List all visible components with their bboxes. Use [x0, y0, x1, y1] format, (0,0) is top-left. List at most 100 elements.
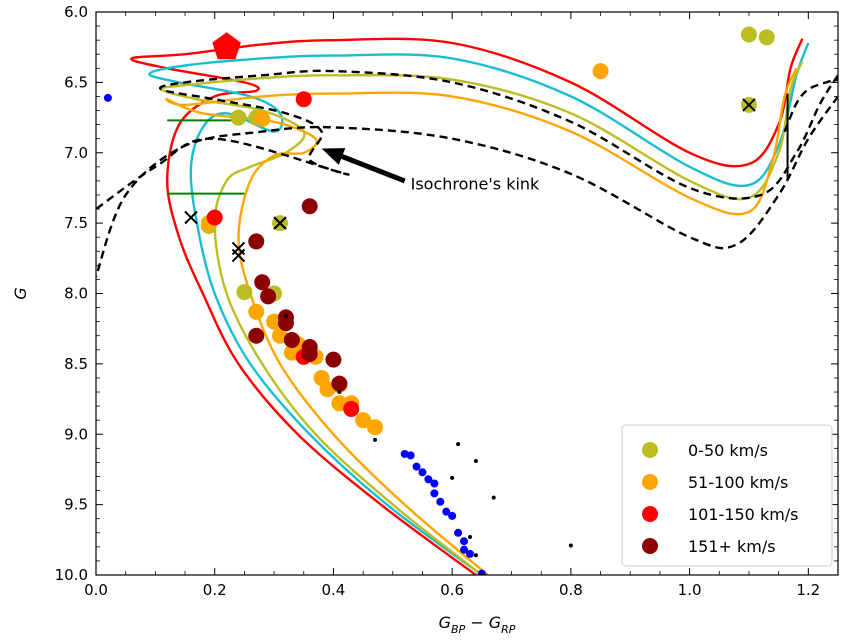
legend-marker [642, 442, 658, 458]
data-point [436, 497, 445, 506]
data-point [331, 395, 348, 412]
data-point [103, 93, 112, 102]
data-point [460, 537, 469, 546]
legend-label: 0-50 km/s [688, 441, 768, 460]
data-point [337, 390, 342, 395]
y-tick-label: 6.5 [64, 73, 88, 91]
y-axis-label: G [11, 287, 30, 299]
data-point [372, 437, 377, 442]
x-marker-stroke [231, 248, 246, 263]
x-label-minus-g: − G [465, 613, 501, 632]
annotation: Isochrone's kink [321, 148, 540, 193]
isochrone-curves [96, 37, 838, 575]
x-axis-label: GBP − GRP [439, 613, 516, 636]
data-point [758, 29, 775, 46]
legend-box [621, 424, 833, 567]
data-point [248, 327, 265, 344]
kink-arrow-shaft [341, 154, 406, 184]
data-point [254, 274, 271, 291]
y-tick-label: 8.5 [64, 355, 88, 373]
legend: 0-50 km/s 51-100 km/s 101-150 km/s 151+ km/… [621, 424, 833, 567]
data-point [283, 314, 288, 319]
x-marker [231, 248, 246, 263]
y-tick-label: 7.5 [64, 214, 88, 232]
data-point [430, 479, 439, 488]
x-tick-label: 0.2 [203, 581, 227, 599]
data-point [295, 91, 312, 108]
data-point [406, 451, 415, 460]
legend-marker [642, 474, 658, 490]
data-point [412, 462, 421, 471]
data-point [230, 109, 247, 126]
data-point [473, 458, 478, 463]
y-tick-label: 8.0 [64, 285, 88, 303]
y-tick-label: 10.0 [55, 566, 88, 584]
x-label-g1: G [439, 613, 451, 632]
data-point [343, 400, 360, 417]
y-tick-label: 9.0 [64, 425, 88, 443]
y-tick-label: 6.0 [64, 3, 88, 21]
legend-marker [642, 506, 658, 522]
x-marker [184, 210, 198, 225]
data-point [236, 284, 253, 301]
scatter-points [103, 26, 775, 575]
x-marker [742, 98, 756, 112]
isochrone-curve-3 [165, 67, 798, 575]
isochrone-curve-2 [159, 60, 804, 575]
legend-label: 101-150 km/s [688, 505, 799, 524]
isochrone-curve-0 [130, 37, 804, 575]
data-point [277, 315, 294, 332]
pentagon-marker [212, 32, 241, 60]
x-marker [273, 216, 287, 230]
data-point [301, 198, 318, 215]
axes: 0.0 0.2 0.4 0.6 0.8 1.0 1.2 6.0 6.5 7.0 7.5 8.0 8.5 9… [11, 3, 839, 636]
x-label-sub-rp: RP [501, 623, 516, 636]
x-tick-label: 0.4 [322, 581, 346, 599]
legend-label: 51-100 km/s [688, 473, 788, 492]
kink-arrow-head [321, 148, 346, 165]
x-tick-label: 1.2 [796, 581, 820, 599]
x-tick-label: 1.0 [678, 581, 702, 599]
data-point [465, 549, 474, 558]
data-point [442, 507, 451, 516]
data-point [206, 209, 223, 226]
x-marker-stroke [273, 216, 287, 230]
x-tick-label: 0.0 [84, 581, 108, 599]
data-point [418, 468, 427, 477]
data-point [283, 331, 300, 348]
x-marker-stroke [742, 98, 756, 112]
data-point [592, 63, 609, 80]
data-point [301, 346, 318, 363]
data-point [448, 511, 457, 520]
y-tick-label: 9.5 [64, 496, 88, 514]
data-point [467, 534, 472, 539]
data-point [254, 110, 271, 127]
data-point [491, 495, 496, 500]
legend-marker [642, 538, 658, 554]
x-label-sub-bp: BP [451, 623, 466, 636]
legend-label: 151+ km/s [688, 537, 776, 556]
x-tick-label: 0.6 [440, 581, 464, 599]
data-point [473, 553, 478, 558]
data-point [456, 442, 461, 447]
kink-annotation-text: Isochrone's kink [411, 174, 540, 193]
data-point [460, 545, 469, 554]
data-point [248, 303, 265, 320]
x-marker-stroke [184, 210, 198, 225]
data-point [740, 26, 757, 43]
data-point [325, 351, 342, 368]
data-point [366, 419, 383, 436]
y-tick-label: 7.0 [64, 144, 88, 162]
x-tick-label: 0.8 [559, 581, 583, 599]
data-point [430, 489, 439, 498]
data-point [260, 288, 277, 305]
data-point [568, 543, 573, 548]
isochrone-curve-4 [96, 69, 838, 211]
data-point [248, 233, 265, 250]
data-point [355, 412, 372, 429]
data-point [454, 528, 463, 537]
data-point [331, 375, 348, 392]
isochrone-curve-6 [783, 78, 838, 133]
data-point [424, 475, 433, 484]
